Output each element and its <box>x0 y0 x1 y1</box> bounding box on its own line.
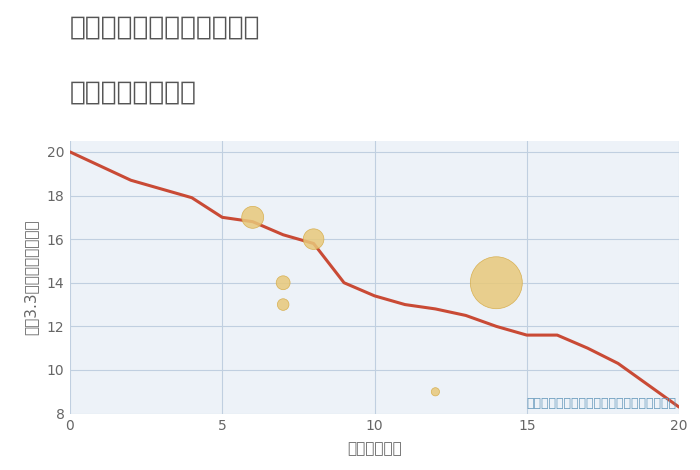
Point <box>430 388 441 396</box>
Text: 兵庫県姫路市広畑区大町の: 兵庫県姫路市広畑区大町の <box>70 14 260 40</box>
X-axis label: 駅距離（分）: 駅距離（分） <box>347 441 402 456</box>
Text: 円の大きさは、取引のあった物件面積を示す: 円の大きさは、取引のあった物件面積を示す <box>526 397 676 410</box>
Point <box>491 279 502 287</box>
Point <box>277 279 289 287</box>
Text: 駅距離別土地価格: 駅距離別土地価格 <box>70 80 197 106</box>
Point <box>247 213 258 221</box>
Y-axis label: 坪（3.3㎡）単価（万円）: 坪（3.3㎡）単価（万円） <box>23 219 38 335</box>
Point <box>308 235 319 243</box>
Point <box>277 301 289 308</box>
